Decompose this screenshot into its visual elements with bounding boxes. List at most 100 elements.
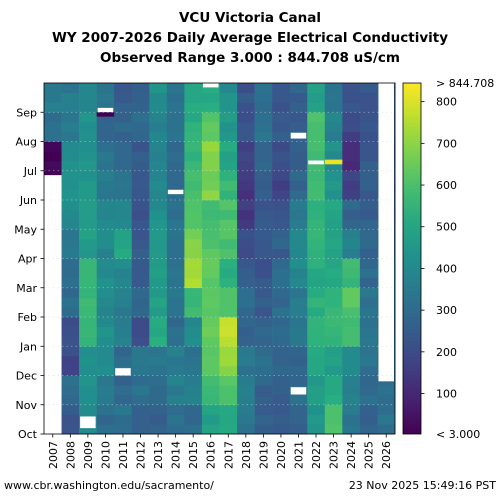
- heatmap-cell: [237, 375, 255, 386]
- heatmap-cell: [201, 151, 220, 162]
- heatmap-cell: [114, 287, 133, 298]
- heatmap-cell: [254, 141, 273, 152]
- source-url[interactable]: www.cbr.washington.edu/sacramento/: [4, 479, 214, 492]
- heatmap-cell: [166, 151, 185, 162]
- heatmap-cell: [342, 200, 361, 211]
- heatmap-cell: [289, 229, 308, 240]
- heatmap-cell: [219, 297, 238, 308]
- heatmap-cell: [61, 122, 80, 133]
- heatmap-cell: [254, 83, 273, 94]
- heatmap-cell: [44, 151, 62, 162]
- heatmap-cell: [79, 180, 97, 191]
- heatmap-cell: [359, 151, 378, 162]
- heatmap-cell: [342, 151, 361, 162]
- heatmap-cell: [44, 122, 62, 133]
- heatmap-cell: [61, 287, 80, 298]
- heatmap-cell: [184, 239, 203, 250]
- heatmap-cell: [201, 317, 220, 328]
- heatmap-cell: [342, 92, 361, 103]
- heatmap-cell: [359, 170, 378, 181]
- heatmap-cell: [272, 414, 290, 425]
- heatmap-cell: [149, 209, 168, 220]
- heatmap-cell: [61, 83, 80, 94]
- y-tick-label: Sep: [16, 106, 37, 119]
- heatmap-cell: [96, 209, 115, 220]
- colorbar-tick-label: 600: [436, 179, 457, 192]
- heatmap-cell: [131, 83, 150, 94]
- heatmap-cell: [237, 141, 255, 152]
- heatmap-cell: [201, 375, 220, 386]
- heatmap-cell: [114, 346, 133, 357]
- heatmap-cell: [272, 180, 290, 191]
- heatmap-cell: [149, 180, 168, 191]
- heatmap-cell: [342, 122, 361, 133]
- heatmap-cell: [61, 248, 80, 259]
- heatmap-cell: [96, 229, 115, 240]
- heatmap-cell: [307, 180, 326, 191]
- heatmap-cell: [96, 404, 115, 415]
- colorbar-gradient: [402, 82, 422, 435]
- heatmap-cell: [307, 297, 326, 308]
- heatmap-cell: [219, 209, 238, 220]
- heatmap-cell: [307, 122, 326, 133]
- heatmap-cell: [96, 365, 115, 376]
- heatmap-cell: [272, 346, 290, 357]
- heatmap-cell: [131, 356, 150, 367]
- heatmap-cell: [149, 404, 168, 415]
- heatmap-cell: [114, 92, 133, 103]
- heatmap-cell: [254, 287, 273, 298]
- x-tick-label: 2021: [292, 441, 305, 469]
- heatmap-cell: [289, 161, 308, 172]
- heatmap-cell: [201, 170, 220, 181]
- heatmap-cell: [359, 219, 378, 230]
- heatmap-cell: [149, 336, 168, 347]
- heatmap-cell: [79, 395, 97, 406]
- heatmap-cell: [289, 200, 308, 211]
- heatmap-cell: [201, 122, 220, 133]
- heatmap-cell: [79, 317, 97, 328]
- heatmap-cell: [289, 287, 308, 298]
- heatmap-cell: [44, 141, 62, 152]
- heatmap-cell: [44, 83, 62, 94]
- extreme-value-mark: [96, 112, 115, 117]
- heatmap-cell: [114, 112, 133, 123]
- x-tick-label: 2014: [170, 441, 183, 469]
- heatmap-cell: [359, 424, 378, 435]
- heatmap-cell: [61, 151, 80, 162]
- extreme-value-mark: [324, 159, 343, 165]
- heatmap-cell: [342, 141, 361, 152]
- heatmap-cell: [96, 336, 115, 347]
- heatmap-cell: [149, 219, 168, 230]
- heatmap-cell: [61, 200, 80, 211]
- heatmap-cell: [201, 424, 220, 435]
- heatmap-cell: [254, 404, 273, 415]
- heatmap-cell: [307, 200, 326, 211]
- heatmap-cell: [131, 131, 150, 142]
- heatmap-cell: [272, 102, 290, 113]
- heatmap-cell: [114, 268, 133, 279]
- heatmap-cell: [184, 385, 203, 396]
- heatmap-cell: [79, 404, 97, 415]
- heatmap-cell: [324, 356, 343, 367]
- heatmap-cell: [324, 404, 343, 415]
- heatmap-cell: [184, 404, 203, 415]
- heatmap-cell: [184, 141, 203, 152]
- heatmap-cell: [149, 414, 168, 425]
- heatmap-cell: [149, 248, 168, 259]
- heatmap-cell: [96, 102, 115, 113]
- heatmap-cell: [79, 92, 97, 103]
- heatmap-cell: [149, 375, 168, 386]
- heatmap-cell: [359, 336, 378, 347]
- heatmap-cell: [201, 258, 220, 269]
- heatmap-cell: [114, 307, 133, 318]
- missing-data-mark: [290, 387, 307, 395]
- colorbar-tick-label: 800: [436, 96, 457, 109]
- heatmap-cell: [219, 151, 238, 162]
- heatmap-cell: [237, 151, 255, 162]
- heatmap-cell: [96, 385, 115, 396]
- heatmap-cell: [131, 248, 150, 259]
- heatmap-cell: [219, 375, 238, 386]
- heatmap-cell: [307, 278, 326, 289]
- heatmap-cell: [359, 190, 378, 201]
- heatmap-cell: [342, 424, 361, 435]
